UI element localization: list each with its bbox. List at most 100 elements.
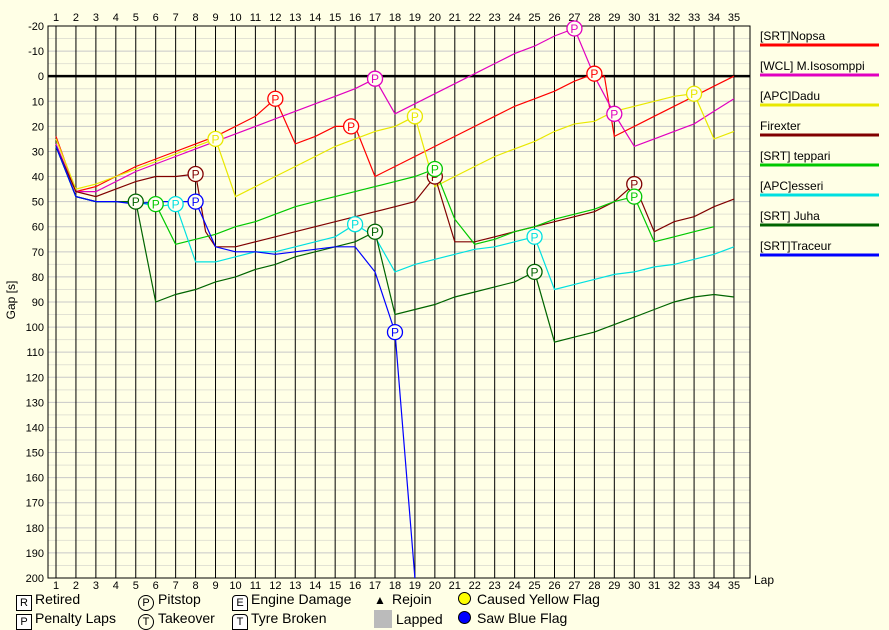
x-tick-label-top: 18 bbox=[389, 12, 401, 24]
engine-damage-icon: E bbox=[232, 595, 248, 611]
x-tick-label-top: 33 bbox=[688, 12, 700, 24]
pitstop-circle bbox=[366, 223, 384, 240]
y-tick-label: 110 bbox=[26, 347, 44, 359]
pitstop-letter: P bbox=[351, 218, 359, 232]
pitstop-letter: P bbox=[371, 72, 379, 86]
pitstop-marker: P bbox=[366, 70, 384, 87]
grid bbox=[47, 25, 751, 579]
lapped-icon bbox=[374, 610, 392, 628]
y-tick-label: 200 bbox=[26, 573, 44, 585]
pitstop-letter: P bbox=[570, 22, 578, 36]
x-tick-label-bottom: 7 bbox=[173, 580, 179, 592]
legend-rejoin: ▲ Rejoin bbox=[374, 591, 432, 607]
pitstop-circle bbox=[127, 193, 144, 210]
x-tick-label-bottom: 26 bbox=[548, 580, 560, 592]
x-tick-label-bottom: 21 bbox=[449, 580, 461, 592]
pitstop-circle bbox=[426, 160, 444, 178]
series-legend: [SRT]Nopsa [WCL] M.Isosomppi [APC]Dadu Fire… bbox=[760, 29, 879, 257]
pitstop-letter: P bbox=[152, 198, 160, 212]
x-tick-label-bottom: 6 bbox=[153, 580, 159, 592]
x-tick-label-top: 28 bbox=[588, 12, 600, 24]
legend-entry-label: [SRT]Nopsa bbox=[760, 29, 825, 43]
pitstop-circle bbox=[342, 118, 360, 135]
pitstop-marker: P bbox=[685, 85, 703, 102]
y-tick-label: 30 bbox=[32, 146, 44, 158]
legend-entry-label: Firexter bbox=[760, 119, 801, 133]
x-tick-label-top: 1 bbox=[53, 12, 59, 24]
x-tick-label-bottom: 23 bbox=[489, 580, 501, 592]
y-tick-label: 190 bbox=[26, 548, 44, 560]
pitstop-marker: P bbox=[626, 188, 643, 205]
pitstop-marker: P bbox=[626, 175, 643, 193]
series-line bbox=[55, 27, 735, 193]
pitstop-circle bbox=[167, 195, 184, 213]
pitstop-letter: P bbox=[212, 132, 220, 146]
y-tick-label: 70 bbox=[32, 247, 44, 259]
event-legend: R Retired P Penalty Laps P Pitstop T Takeove… bbox=[0, 588, 889, 630]
pitstop-circle bbox=[626, 188, 643, 205]
x-tick-label-top: 22 bbox=[469, 12, 481, 24]
x-tick-label-bottom: 15 bbox=[329, 580, 341, 592]
pitstop-letter: P bbox=[172, 198, 180, 212]
x-tick-label-top: 10 bbox=[229, 12, 241, 24]
legend-takeover-label: Takeover bbox=[158, 610, 215, 626]
x-tick-label-bottom: 30 bbox=[628, 580, 640, 592]
tyre-broken-icon: T bbox=[232, 614, 248, 630]
legend-retired-label: Retired bbox=[35, 591, 81, 607]
pitstop-marker: P bbox=[207, 130, 224, 148]
y-tick-label: 120 bbox=[26, 372, 44, 384]
pitstop-circle bbox=[526, 228, 543, 245]
x-tick-label-bottom: 10 bbox=[229, 580, 241, 592]
blue-flag-icon bbox=[458, 611, 471, 624]
y-tick-label: 60 bbox=[32, 222, 44, 234]
legend-pitstop-label: Pitstop bbox=[158, 591, 201, 607]
series-line bbox=[55, 146, 735, 248]
x-tick-label-top: 2 bbox=[73, 12, 79, 24]
pitstop-letter: P bbox=[531, 265, 539, 279]
x-tick-label-top: 30 bbox=[628, 12, 640, 24]
x-tick-label-bottom: 16 bbox=[349, 580, 361, 592]
pitstop-letter: P bbox=[610, 107, 618, 121]
y-tick-label: 100 bbox=[26, 322, 44, 334]
y-tick-label: -10 bbox=[28, 46, 44, 58]
x-tick-label-top: 34 bbox=[708, 12, 720, 24]
x-tick-label-bottom: 25 bbox=[528, 580, 540, 592]
x-tick-label-bottom: 22 bbox=[469, 580, 481, 592]
x-tick-label-top: 29 bbox=[608, 12, 620, 24]
pitstop-marker: P bbox=[366, 223, 384, 240]
x-tick-label-top: 14 bbox=[309, 12, 321, 24]
pitstop-circle bbox=[606, 105, 623, 122]
pitstop-letter: P bbox=[271, 92, 279, 106]
pitstop-circle bbox=[685, 85, 703, 102]
pitstop-marker: P bbox=[606, 105, 623, 122]
x-tick-label-top: 19 bbox=[409, 12, 421, 24]
x-tick-label-top: 6 bbox=[153, 12, 159, 24]
x-tick-label-bottom: 34 bbox=[708, 580, 720, 592]
series-line bbox=[55, 146, 715, 245]
penalty-icon: P bbox=[16, 614, 32, 630]
pitstop-marker: P bbox=[187, 193, 204, 210]
y-tick-label: 160 bbox=[26, 473, 44, 485]
retired-icon: R bbox=[16, 595, 32, 611]
pitstop-circle bbox=[366, 70, 384, 87]
pitstop-letter: P bbox=[690, 87, 698, 101]
legend-takeover: T Takeover bbox=[138, 610, 215, 630]
x-tick-label-bottom: 13 bbox=[289, 580, 301, 592]
pitstop-letter: P bbox=[590, 67, 598, 81]
y-tick-label: 40 bbox=[32, 172, 44, 184]
pitstop-marker: P bbox=[426, 160, 444, 178]
pitstop-circle bbox=[526, 263, 543, 281]
pitstop-circle bbox=[187, 165, 204, 183]
legend-tyre-label: Tyre Broken bbox=[251, 610, 327, 626]
x-tick-label-bottom: 1 bbox=[53, 580, 59, 592]
x-tick-label-top: 24 bbox=[508, 12, 520, 24]
y-tick-labels: -20 -10 0 10 20 30 40 50 60 70 80 90 100 110 120 130 140… bbox=[26, 21, 44, 585]
pitstop-circle bbox=[147, 195, 164, 213]
y-tick-label: 50 bbox=[32, 197, 44, 209]
pitstop-letter: P bbox=[132, 195, 140, 209]
pitstop-letter: P bbox=[630, 190, 638, 204]
pitstop-marker: P bbox=[526, 263, 543, 281]
series-line bbox=[55, 146, 735, 343]
series-line bbox=[55, 146, 416, 578]
